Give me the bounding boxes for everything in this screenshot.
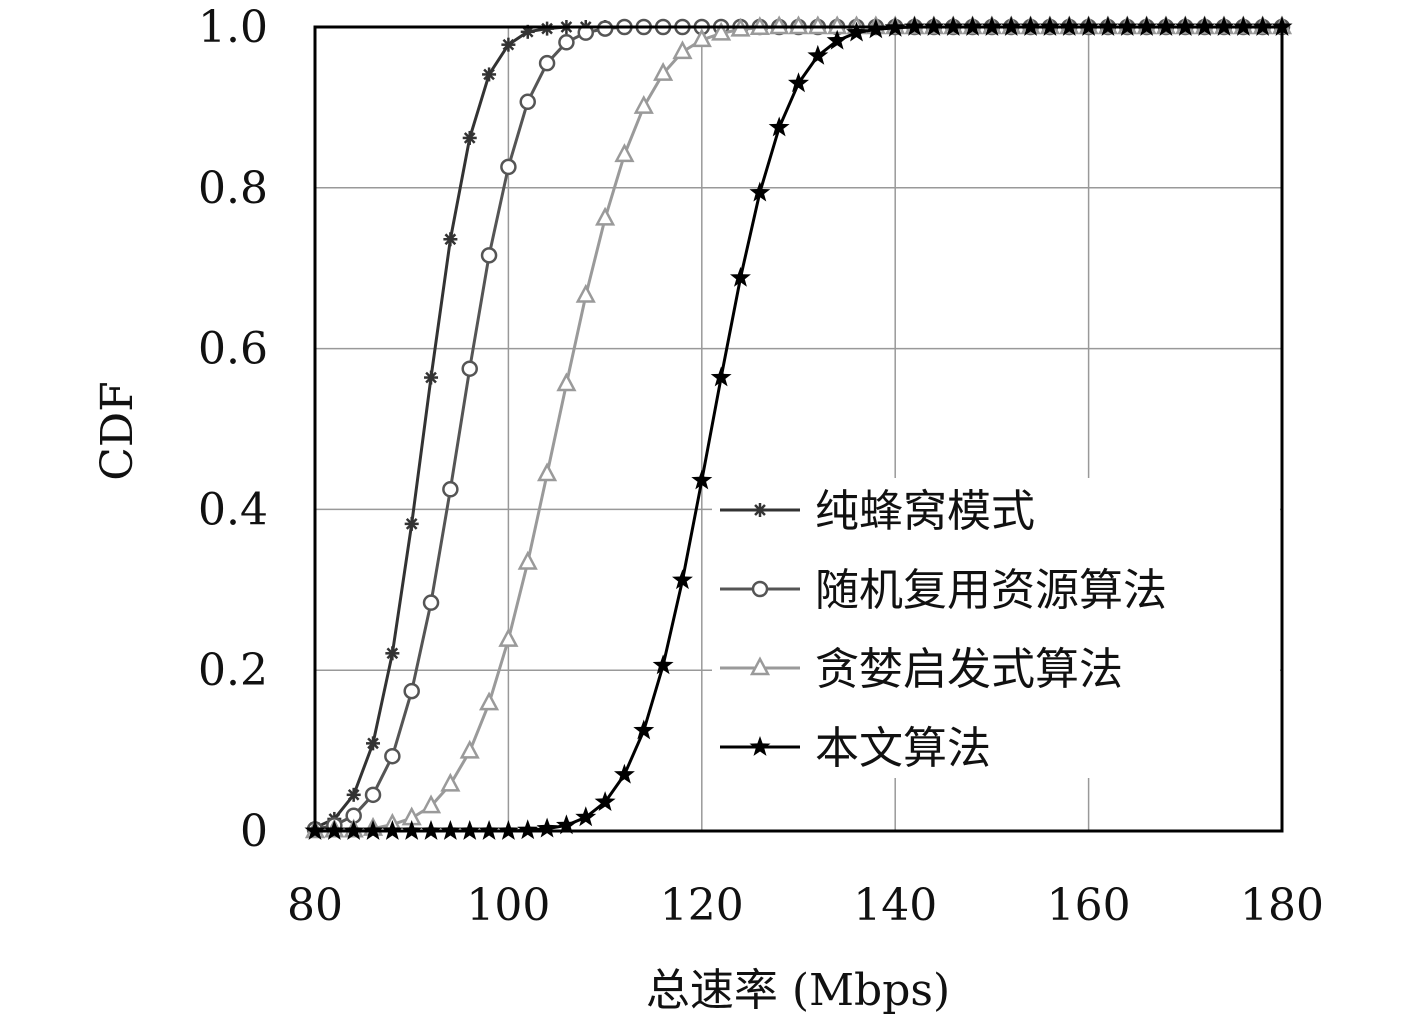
y-tick-label: 1.0 — [198, 2, 268, 53]
x-tick-label: 80 — [287, 880, 343, 931]
triangle-marker — [536, 462, 558, 482]
asterisk-stroke — [521, 25, 534, 38]
asterisk-marker — [404, 516, 419, 531]
star-marker — [536, 817, 558, 838]
triangle-marker — [614, 143, 635, 163]
triangle-marker — [575, 283, 596, 303]
x-tick-label: 120 — [660, 880, 744, 931]
asterisk-marker — [443, 232, 458, 247]
asterisk-stroke — [425, 371, 437, 384]
asterisk-stroke — [367, 737, 379, 750]
y-tick-label: 0.8 — [198, 163, 268, 214]
asterisk-marker — [424, 370, 439, 385]
y-axis-label: CDF — [92, 381, 143, 480]
asterisk-stroke — [347, 788, 360, 801]
legend-item: 纯蜂窝模式 — [720, 486, 1035, 537]
x-tick-label: 140 — [853, 880, 937, 931]
triangle-marker — [478, 691, 500, 711]
star-marker — [788, 72, 809, 93]
x-axis-label: 总速率 (Mbps) — [646, 965, 950, 1016]
asterisk-marker — [385, 646, 400, 661]
circle-marker — [384, 747, 401, 765]
triangle-marker — [711, 21, 732, 41]
triangle-marker — [459, 739, 480, 759]
star-marker — [807, 44, 829, 65]
legend-background — [712, 478, 1280, 778]
asterisk-stroke — [444, 233, 457, 246]
triangle-marker — [498, 627, 519, 647]
y-tick-label: 0.2 — [198, 645, 268, 696]
triangle-marker — [517, 550, 538, 570]
star-marker — [652, 654, 674, 675]
circle-marker — [403, 682, 420, 700]
asterisk-marker — [462, 130, 477, 145]
star-marker — [749, 181, 771, 202]
x-tick-label: 180 — [1240, 880, 1324, 931]
tick-labels: 80 100 120 140 160 180 0 0.2 0.4 0.6 0.8 1.0 — [198, 2, 1324, 931]
asterisk-marker — [753, 503, 767, 517]
star-marker — [614, 763, 635, 784]
star-marker — [517, 819, 539, 840]
circle-marker — [422, 594, 440, 611]
triangle-marker — [653, 61, 674, 81]
circle-marker — [480, 247, 498, 264]
star-marker — [768, 116, 790, 137]
plot-frame — [313, 25, 1284, 833]
star-marker — [575, 806, 597, 827]
asterisk-stroke — [502, 38, 515, 51]
circle-marker — [364, 786, 382, 804]
asterisk-marker — [501, 37, 516, 52]
legend-label: 随机复用资源算法 — [815, 565, 1167, 616]
triangle-marker — [556, 372, 577, 392]
star-marker — [826, 29, 848, 50]
triangle-marker — [672, 40, 693, 60]
star-marker — [633, 719, 655, 740]
legend-label: 本文算法 — [815, 723, 991, 774]
circle-marker — [519, 93, 536, 111]
asterisk-marker — [366, 736, 381, 751]
circle-marker — [538, 54, 556, 72]
star-marker — [556, 814, 577, 835]
y-tick-label: 0.6 — [198, 324, 268, 375]
circle-marker — [461, 360, 478, 377]
asterisk-marker — [482, 67, 497, 82]
legend-item: 本文算法 — [720, 723, 991, 774]
star-marker — [691, 469, 713, 490]
legend-item: 贪婪启发式算法 — [720, 644, 1123, 695]
legend-label: 纯蜂窝模式 — [815, 486, 1035, 537]
star-marker — [846, 21, 867, 42]
legend-label: 贪婪启发式算法 — [815, 644, 1123, 695]
circle-marker — [500, 158, 517, 176]
asterisk-stroke — [541, 22, 553, 35]
x-tick-label: 100 — [466, 880, 550, 931]
star-marker — [749, 736, 771, 756]
asterisk-marker — [540, 21, 555, 36]
star-marker — [672, 569, 693, 590]
triangle-marker — [420, 794, 442, 814]
triangle-marker — [440, 772, 461, 792]
asterisk-stroke — [754, 504, 766, 516]
asterisk-stroke — [405, 518, 418, 530]
circle-marker — [751, 580, 769, 598]
y-tick-label: 0.4 — [198, 484, 268, 535]
asterisk-stroke — [386, 647, 399, 660]
triangle-marker — [633, 94, 654, 114]
star-marker — [594, 791, 616, 811]
circle-marker — [558, 34, 575, 51]
triangle-marker — [691, 28, 712, 48]
asterisk-stroke — [463, 132, 476, 144]
triangle-marker — [595, 206, 616, 226]
triangle-marker — [749, 656, 771, 676]
circle-marker — [442, 481, 459, 498]
x-tick-label: 160 — [1047, 880, 1131, 931]
asterisk-stroke — [483, 68, 495, 81]
y-tick-label: 0 — [240, 806, 268, 857]
circle-marker — [596, 20, 614, 37]
asterisk-marker — [346, 787, 361, 802]
legend-item: 随机复用资源算法 — [720, 565, 1167, 616]
star-marker — [710, 366, 732, 387]
star-marker — [730, 266, 751, 287]
